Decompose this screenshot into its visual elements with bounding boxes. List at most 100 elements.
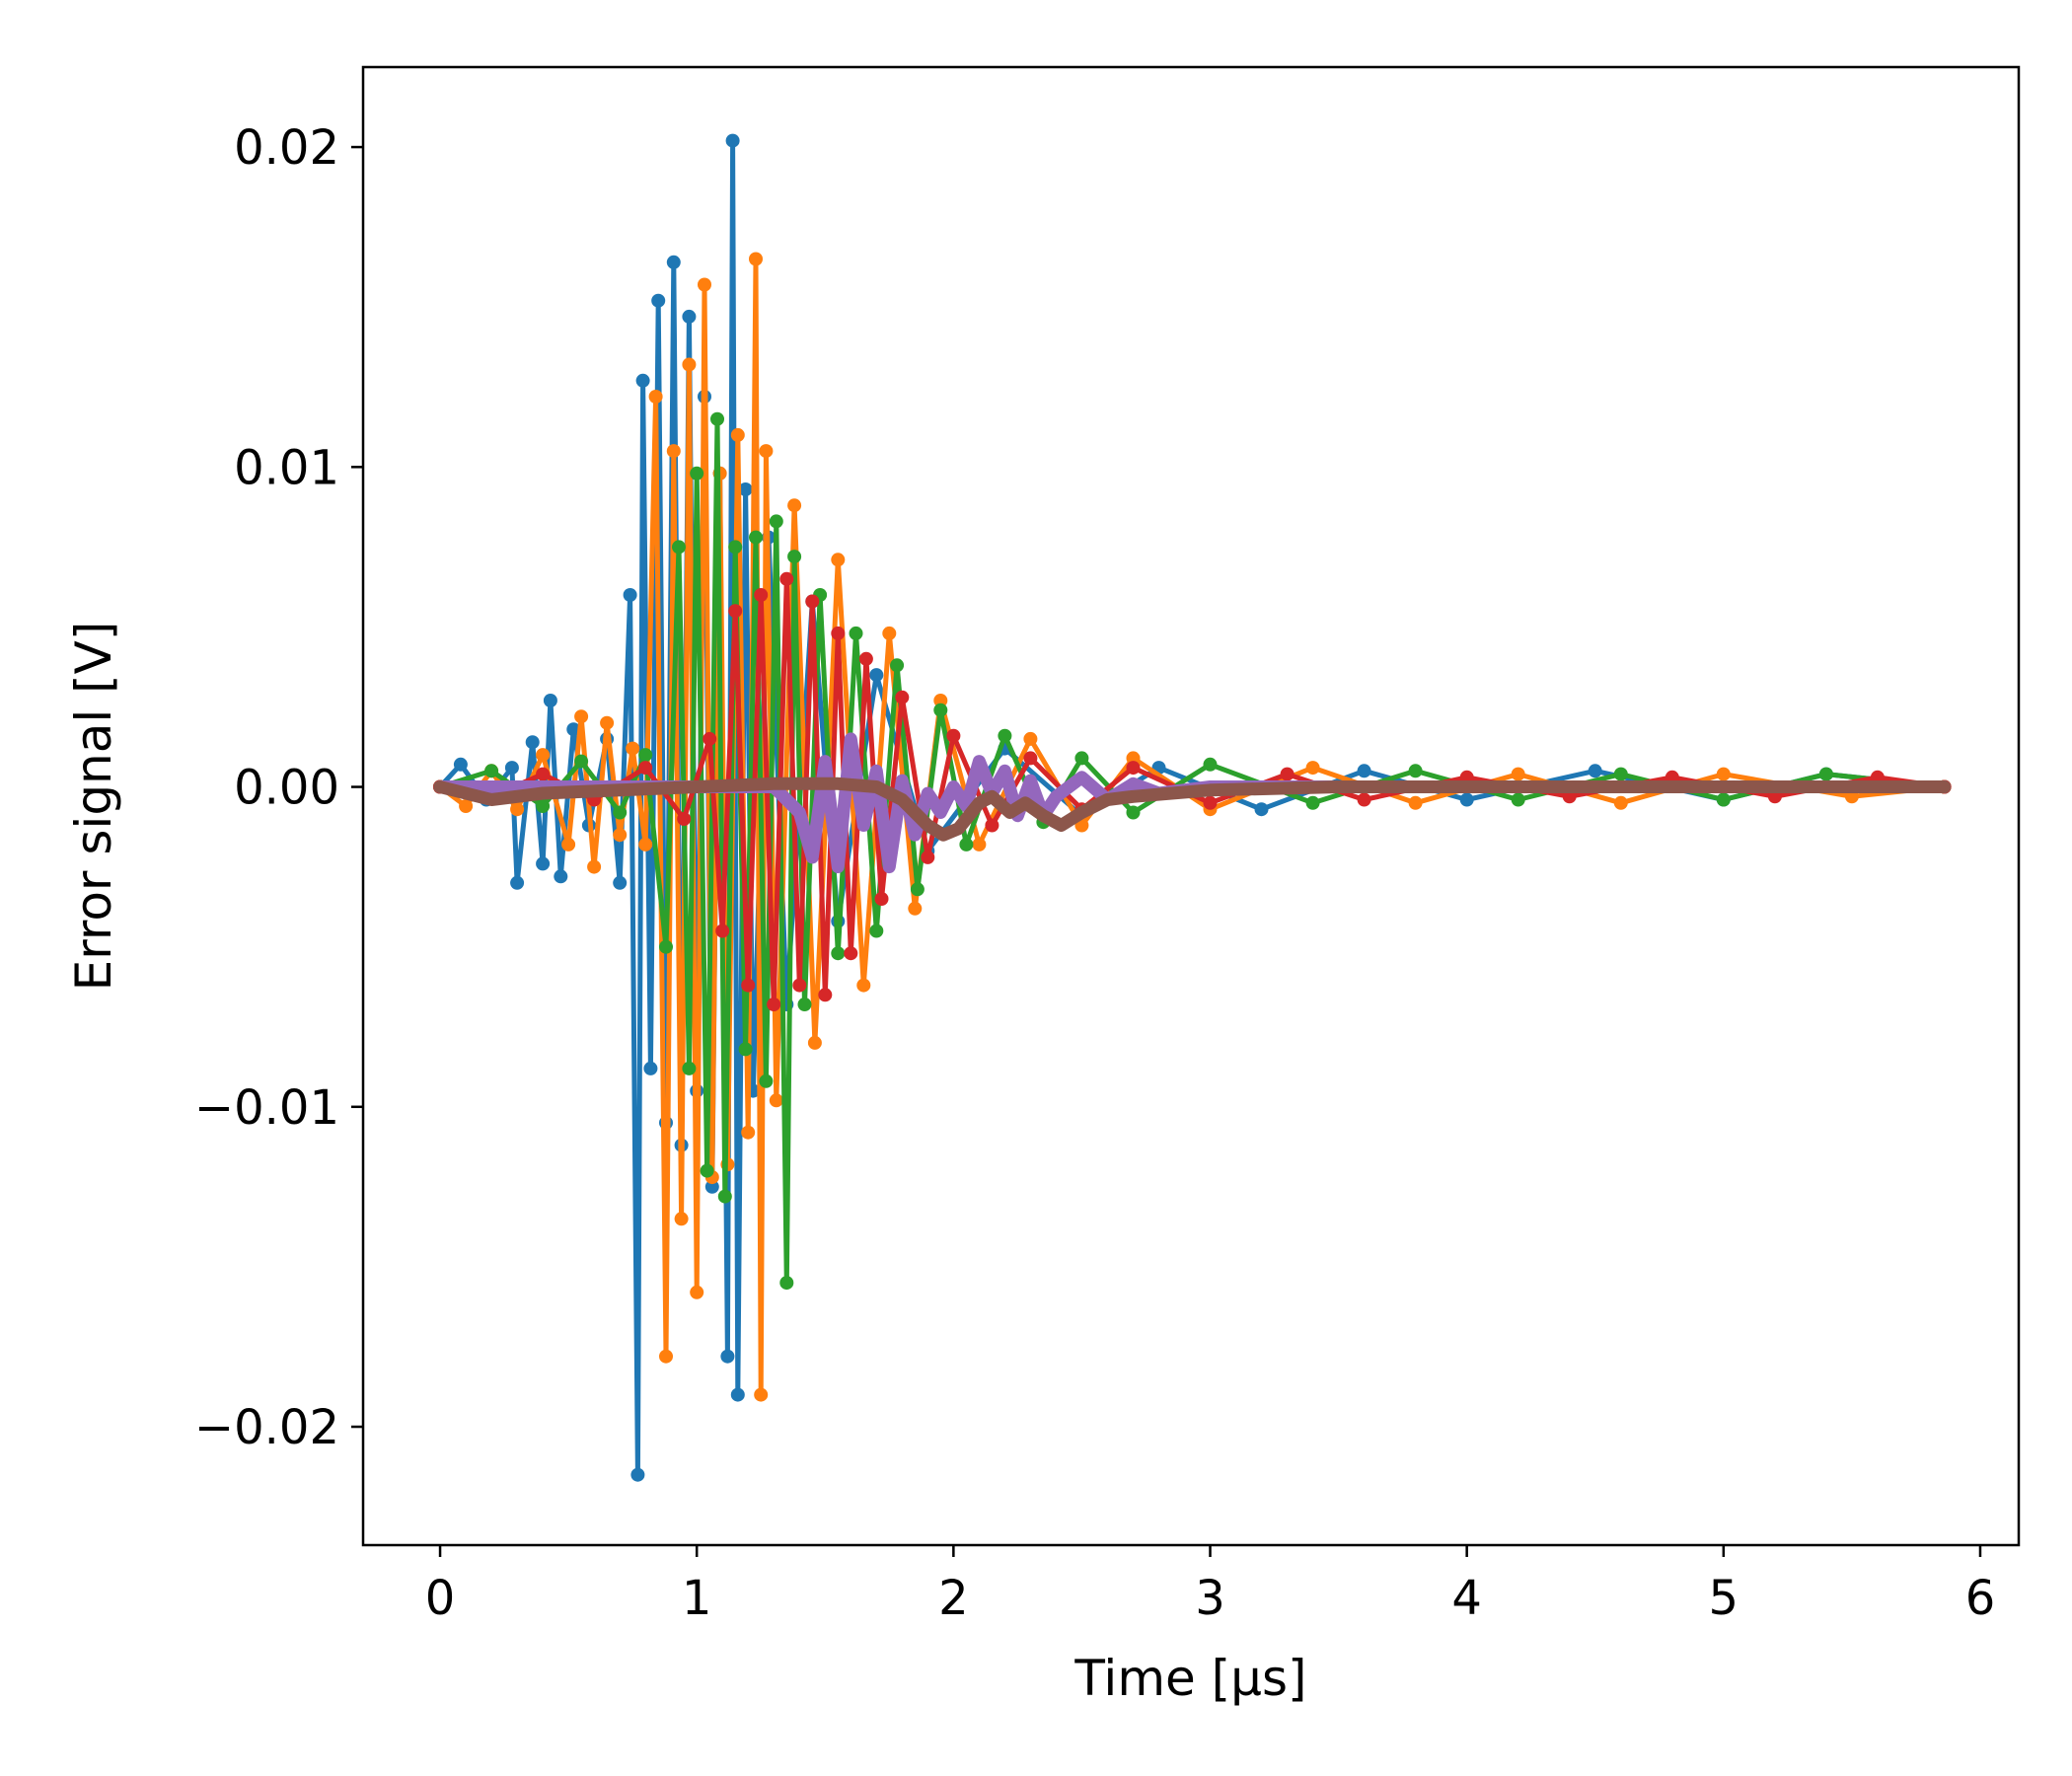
data-point (730, 1387, 745, 1402)
data-point (698, 277, 711, 292)
data-point (908, 901, 923, 916)
y-tick-label: −0.02 (194, 1400, 339, 1455)
data-point (1716, 792, 1731, 807)
data-point (536, 799, 551, 813)
data-point (856, 978, 871, 993)
data-point (882, 626, 897, 640)
data-point (728, 604, 743, 619)
data-point (674, 1212, 689, 1226)
x-tick-label: 1 (682, 1571, 712, 1626)
data-point (759, 444, 774, 459)
data-point (715, 924, 730, 938)
series-layer (433, 133, 1952, 1482)
data-point (690, 466, 704, 481)
data-point (725, 133, 740, 148)
data-point (869, 668, 884, 683)
x-tick-label: 4 (1451, 1571, 1482, 1626)
data-point (682, 309, 697, 324)
data-point (831, 626, 846, 640)
data-point (779, 571, 794, 586)
data-point (587, 859, 602, 874)
data-point (797, 998, 812, 1011)
data-point (1023, 751, 1038, 766)
series-line (433, 732, 1952, 874)
data-point (682, 1061, 697, 1075)
data-point (946, 728, 961, 743)
data-point (543, 694, 557, 707)
data-point (1716, 767, 1731, 781)
data-point (910, 882, 925, 897)
y-tick-label: 0.01 (234, 440, 339, 495)
data-point (1074, 751, 1089, 766)
data-point (869, 924, 884, 938)
data-point (720, 1349, 735, 1364)
data-point (536, 767, 551, 781)
data-point (844, 946, 858, 961)
data-point (849, 626, 863, 640)
data-point (1613, 767, 1628, 781)
data-point (554, 869, 568, 884)
data-point (895, 690, 910, 704)
data-point (1254, 802, 1269, 817)
data-point (759, 1073, 774, 1088)
data-point (703, 731, 717, 746)
data-point (613, 875, 628, 890)
data-point (1203, 795, 1218, 810)
data-point (600, 715, 615, 730)
data-point (738, 1042, 753, 1057)
data-point (710, 411, 724, 426)
data-point (574, 754, 589, 769)
data-point (1511, 792, 1525, 807)
data-point (525, 735, 540, 750)
data-point (1459, 792, 1474, 807)
data-point (635, 373, 650, 388)
data-point (484, 764, 499, 778)
data-point (933, 694, 948, 707)
data-point (779, 1276, 794, 1291)
data-point (1126, 751, 1141, 766)
data-point (623, 588, 637, 602)
data-point (858, 651, 873, 666)
data-point (1203, 757, 1218, 772)
y-tick-label: −0.01 (194, 1080, 339, 1136)
data-point (890, 658, 905, 673)
x-tick-label: 0 (425, 1571, 456, 1626)
data-point (807, 1035, 822, 1050)
data-point (626, 741, 640, 756)
data-point (998, 728, 1012, 743)
x-tick-label: 5 (1709, 1571, 1739, 1626)
data-point (666, 255, 681, 269)
data-point (769, 514, 783, 529)
data-point (561, 837, 576, 851)
data-point (659, 1349, 673, 1364)
series-2 (433, 411, 1952, 1291)
data-point (1023, 731, 1038, 746)
data-point (613, 805, 628, 820)
data-point (738, 482, 753, 496)
data-point (666, 444, 681, 459)
data-point (805, 594, 820, 609)
data-point (643, 1061, 658, 1075)
data-point (1357, 792, 1371, 807)
data-point (648, 390, 663, 404)
data-point (1613, 795, 1628, 810)
data-point (787, 498, 802, 513)
data-point (700, 1163, 714, 1178)
data-point (741, 978, 756, 993)
data-point (536, 856, 551, 871)
data-point (1511, 767, 1525, 781)
series-line (433, 777, 1952, 842)
data-point (566, 722, 581, 737)
data-point (741, 1125, 756, 1140)
data-point (874, 892, 889, 906)
series-4 (433, 732, 1952, 874)
data-point (630, 1467, 645, 1482)
data-point (510, 802, 525, 817)
x-axis-label: Time [μs] (1073, 1650, 1306, 1707)
data-point (659, 939, 673, 954)
data-point (677, 812, 692, 826)
data-point (818, 988, 833, 1002)
data-point (1357, 764, 1371, 778)
data-point (959, 837, 974, 851)
